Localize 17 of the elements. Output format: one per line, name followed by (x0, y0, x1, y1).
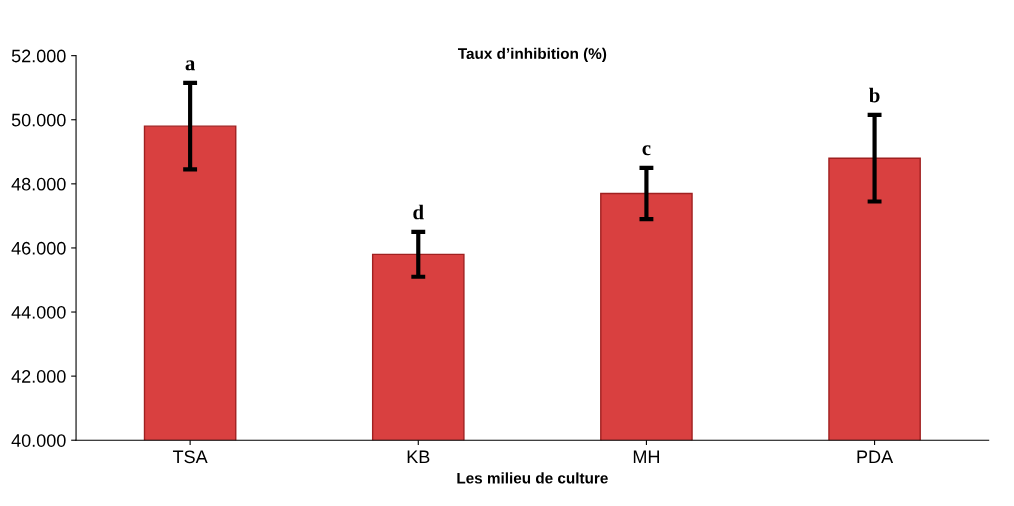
y-tick-label: 50.000 (11, 113, 66, 127)
x-axis-title: Les milieu de culture (457, 472, 608, 484)
y-tick-label: 42.000 (11, 370, 66, 383)
x-tick-label: TSA (172, 450, 208, 464)
y-tick-label: 46.000 (11, 241, 66, 255)
y-tick-label: 48.000 (11, 177, 66, 191)
x-tick-label: PDA (857, 450, 894, 464)
y-tick-label: 52.000 (11, 49, 66, 63)
annotation: d (413, 204, 424, 220)
chart-title: Taux d’inhibition (%) (457, 47, 607, 63)
y-tick-label: 40.000 (11, 434, 66, 447)
x-tick-label: KB (407, 450, 430, 464)
x-tick-label: MH (633, 450, 659, 464)
annotation: a (185, 60, 196, 71)
y-tick-label: 44.000 (11, 305, 66, 319)
annotation: b (869, 87, 880, 103)
annotation: c (642, 145, 651, 156)
